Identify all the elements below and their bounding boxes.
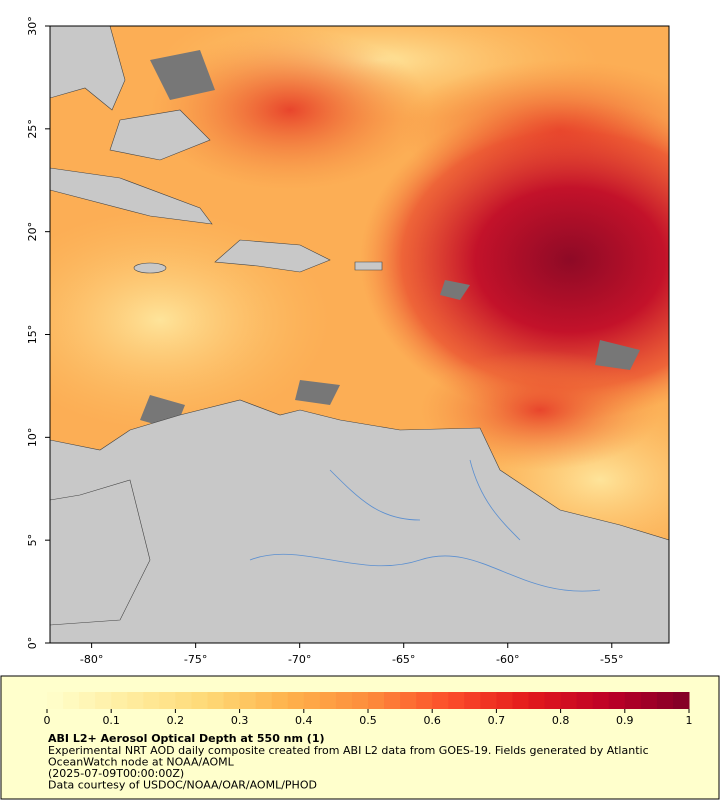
- caption-line: Experimental NRT AOD daily composite cre…: [48, 744, 649, 757]
- colorbar-cell: [191, 692, 208, 709]
- colorbar-cell: [416, 692, 433, 709]
- caption-line: (2025-07-09T00:00:00Z): [48, 767, 184, 780]
- colorbar-tick-label: 0.5: [359, 714, 377, 727]
- colorbar-cell: [351, 692, 369, 709]
- y-tick-label: 30°: [26, 16, 39, 36]
- colorbar-cell: [287, 692, 305, 709]
- colorbar-cell: [384, 692, 401, 709]
- colorbar-tick-label: 0: [44, 714, 51, 727]
- x-tick-label: -75°: [184, 653, 207, 666]
- map-field: [50, 26, 669, 643]
- colorbar-cell: [592, 692, 610, 709]
- y-tick-label: 20°: [26, 222, 39, 242]
- colorbar-cell: [608, 692, 626, 709]
- colorbar-cell: [255, 692, 273, 709]
- colorbar-cell: [528, 692, 546, 709]
- colorbar-tick-label: 0.3: [231, 714, 249, 727]
- colorbar-cell: [464, 692, 481, 709]
- land: [50, 26, 669, 643]
- colorbar-cell: [656, 692, 674, 709]
- colorbar-cell: [672, 692, 690, 709]
- colorbar-tick-label: 0.2: [167, 714, 185, 727]
- colorbar-cell: [496, 692, 513, 709]
- colorbar-cell: [624, 692, 642, 709]
- colorbar-tick-label: 0.7: [488, 714, 506, 727]
- colorbar-cell: [239, 692, 257, 709]
- colorbar-tick-label: 0.4: [295, 714, 313, 727]
- colorbar-cell: [576, 692, 594, 709]
- y-tick-label: 15°: [26, 325, 39, 345]
- colorbar-cell: [271, 692, 289, 709]
- colorbar-cell: [159, 692, 176, 709]
- colorbar-cell: [143, 692, 160, 709]
- colorbar-cell: [223, 692, 241, 709]
- colorbar-cell: [47, 692, 64, 709]
- colorbar-cell: [432, 692, 449, 709]
- y-tick-label: 0°: [26, 637, 39, 650]
- x-tick-label: -80°: [80, 653, 103, 666]
- caption-title: ABI L2+ Aerosol Optical Depth at 550 nm …: [48, 732, 325, 745]
- y-tick-label: 5°: [26, 534, 39, 547]
- colorbar-cell: [400, 692, 417, 709]
- colorbar-cell: [480, 692, 497, 709]
- caption-line: OceanWatch node at NOAA/AOML: [48, 756, 235, 769]
- rivers: [249, 459, 601, 592]
- x-tick-label: -55°: [600, 653, 623, 666]
- colorbar-cell: [207, 692, 225, 709]
- colorbar-tick-label: 0.8: [552, 714, 570, 727]
- colorbar-tick-label: 0.9: [616, 714, 634, 727]
- colorbar-cell: [544, 692, 562, 709]
- colorbar-cell: [368, 692, 385, 709]
- colorbar-tick-label: 1: [686, 714, 693, 727]
- colorbar-tick-label: 0.1: [102, 714, 120, 727]
- colorbar-cell: [512, 692, 529, 709]
- colorbar-cell: [111, 692, 128, 709]
- colorbar-cell: [127, 692, 144, 709]
- x-tick-label: -60°: [496, 653, 519, 666]
- y-tick-label: 25°: [26, 119, 39, 139]
- colorbar-cell: [640, 692, 658, 709]
- colorbar-cell: [303, 692, 321, 709]
- colorbar-cell: [95, 692, 112, 709]
- x-tick-label: -70°: [288, 653, 311, 666]
- colorbar-cell: [448, 692, 465, 709]
- colorbar-cell: [79, 692, 96, 709]
- colorbar-cell: [319, 692, 337, 709]
- colorbar-cell: [560, 692, 578, 709]
- colorbar-cell: [175, 692, 192, 709]
- caption-line: Data courtesy of USDOC/NOAA/OAR/AOML/PHO…: [48, 779, 317, 792]
- colorbar-tick-label: 0.6: [423, 714, 441, 727]
- x-tick-label: -65°: [392, 653, 415, 666]
- colorbar-cell: [63, 692, 80, 709]
- colorbar-cell: [335, 692, 353, 709]
- y-tick-label: 10°: [26, 428, 39, 448]
